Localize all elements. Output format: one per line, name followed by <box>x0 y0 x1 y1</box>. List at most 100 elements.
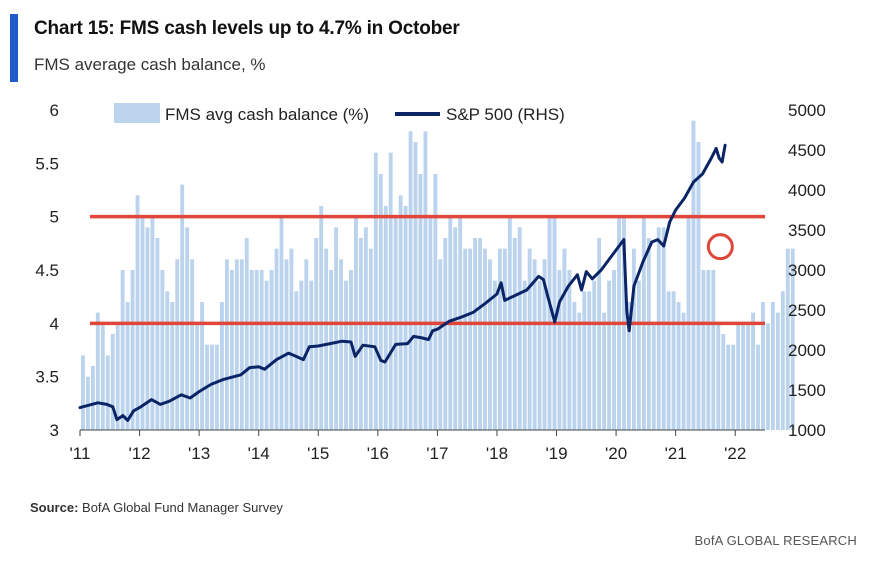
left-tick-label: 4.5 <box>35 261 59 280</box>
bar <box>388 152 393 431</box>
bar <box>701 270 706 430</box>
bar <box>195 323 200 430</box>
bar <box>90 366 95 430</box>
right-tick-label: 1000 <box>788 421 826 440</box>
bar <box>741 323 746 430</box>
bar <box>135 195 140 430</box>
bar <box>453 227 458 430</box>
x-tick-label: '11 <box>70 444 91 463</box>
bar <box>562 248 567 430</box>
bar <box>775 312 780 430</box>
right-tick-label: 4000 <box>788 181 826 200</box>
bar <box>170 302 175 430</box>
x-axis: '11 '12 '13 '14 '15 '16 '17 '18 '19 '20 '21 '22 <box>70 429 765 463</box>
bar <box>269 270 274 430</box>
bar <box>483 248 487 430</box>
bar <box>81 355 85 430</box>
bar <box>756 344 760 430</box>
bar <box>443 238 448 430</box>
bar <box>264 280 269 430</box>
bar <box>314 238 319 430</box>
bar <box>592 280 597 430</box>
bar <box>319 206 324 430</box>
left-tick-label: 4 <box>50 314 59 333</box>
x-tick-label: '14 <box>248 444 270 463</box>
bar <box>120 270 125 430</box>
x-tick-label: '22 <box>724 444 746 463</box>
source-text: BofA Global Fund Manager Survey <box>82 500 283 515</box>
bar <box>358 238 363 430</box>
bar <box>110 334 115 430</box>
bar <box>691 120 696 431</box>
bar <box>577 312 582 430</box>
bar <box>363 227 368 430</box>
right-tick-label: 4500 <box>788 141 826 160</box>
legend-line-label: S&P 500 (RHS) <box>446 105 565 124</box>
bar <box>661 227 666 430</box>
reference-lines <box>90 214 765 326</box>
bar <box>165 291 170 430</box>
bar <box>567 270 572 430</box>
bar <box>478 238 482 430</box>
chart-subtitle: FMS average cash balance, % <box>34 55 266 74</box>
bar <box>517 227 522 430</box>
bar <box>85 376 90 430</box>
bar <box>502 248 507 430</box>
bar <box>438 259 443 430</box>
bar <box>190 259 195 430</box>
left-axis: 3 3.5 4 4.5 5 5.5 6 <box>35 101 59 440</box>
legend: FMS avg cash balance (%) S&P 500 (RHS) <box>114 103 565 124</box>
bar <box>780 291 785 430</box>
bar <box>418 174 423 430</box>
bar <box>597 238 602 430</box>
bar <box>403 206 408 430</box>
bar <box>180 184 185 430</box>
chart: 3 3.5 4 4.5 5 5.5 6 1000 1500 2000 2500 3000 3500 40… <box>35 101 826 463</box>
brand-label: BofA GLOBAL RESEARCH <box>694 533 857 548</box>
bar <box>433 174 438 430</box>
bar <box>309 280 314 430</box>
bar <box>731 344 736 430</box>
left-tick-label: 3 <box>50 421 59 440</box>
bar <box>95 312 100 430</box>
bar <box>726 344 731 430</box>
bar <box>696 142 701 430</box>
x-tick-label: '15 <box>307 444 329 463</box>
bar <box>383 206 388 430</box>
bar <box>304 259 309 430</box>
bar <box>751 312 755 430</box>
left-tick-label: 3.5 <box>35 368 59 387</box>
bar <box>239 259 244 430</box>
bars-group <box>81 120 795 431</box>
bar <box>602 312 607 430</box>
bar <box>532 259 537 430</box>
bar <box>497 248 502 430</box>
bar <box>522 280 527 430</box>
bar <box>656 227 661 430</box>
bar <box>329 270 334 430</box>
source-label: Source: <box>30 500 79 515</box>
bar <box>671 291 676 430</box>
bar <box>408 131 413 430</box>
bar <box>557 270 562 430</box>
bar <box>542 259 547 430</box>
accent-bar <box>10 14 18 82</box>
bar <box>215 344 219 430</box>
right-tick-label: 2500 <box>788 301 826 320</box>
x-tick-label: '12 <box>128 444 150 463</box>
bar <box>289 248 294 430</box>
bar <box>349 270 353 430</box>
bar <box>249 270 254 430</box>
bar <box>398 195 403 430</box>
right-axis: 1000 1500 2000 2500 3000 3500 4000 4500 5000 <box>788 101 826 440</box>
bar <box>473 238 478 430</box>
bar <box>100 323 105 430</box>
bar <box>711 270 716 430</box>
bar <box>294 291 299 430</box>
bar <box>627 302 631 430</box>
bar <box>785 248 790 430</box>
bar <box>259 270 264 430</box>
bar <box>587 291 592 430</box>
bar <box>582 291 587 430</box>
bar <box>105 355 110 430</box>
